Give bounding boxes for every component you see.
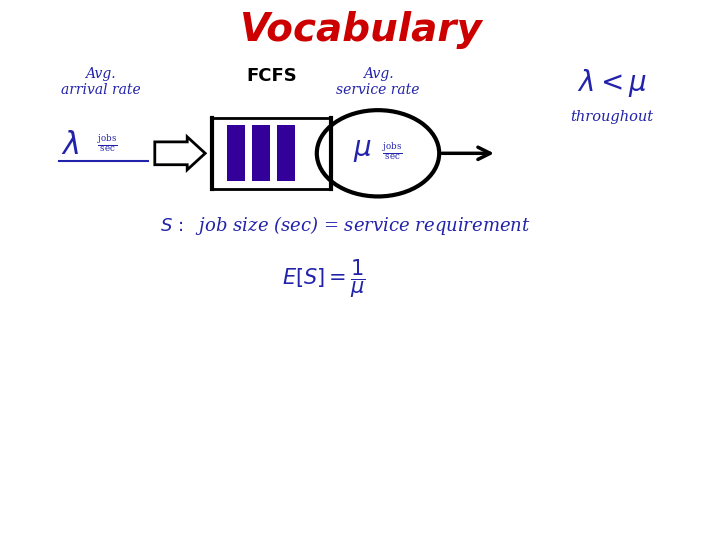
FancyArrow shape — [155, 137, 205, 170]
Text: $\mu$: $\mu$ — [353, 137, 372, 164]
Text: Avg size of job: Avg size of job — [443, 408, 549, 422]
Bar — [227, 125, 245, 181]
Text: Machine executes 9X10$^6$ cycles/sec: Machine executes 9X10$^6$ cycles/sec — [54, 427, 329, 448]
Text: $E[S]=\frac{1}{3}$  sec.: $E[S]=\frac{1}{3}$ sec. — [443, 467, 559, 495]
Text: $\lambda < \mu$: $\lambda < \mu$ — [577, 67, 647, 99]
Text: o: o — [25, 389, 34, 403]
Text: throughout: throughout — [570, 110, 654, 124]
Text: $E[S]=\dfrac{1}{\mu}$: $E[S]=\dfrac{1}{\mu}$ — [282, 258, 366, 300]
Text: $\lambda$: $\lambda$ — [61, 130, 79, 161]
Text: $\mathregular{\frac{jobs}{sec}}$: $\mathregular{\frac{jobs}{sec}}$ — [522, 367, 547, 392]
Text: FCFS: FCFS — [247, 67, 297, 85]
Bar — [252, 125, 270, 181]
Text: Example:: Example: — [25, 332, 118, 350]
Text: o: o — [25, 427, 34, 441]
Text: Avg service rate: Avg service rate — [443, 332, 563, 346]
Text: $S\,:$  job size (sec) = service requirement: $S\,:$ job size (sec) = service requirem… — [161, 214, 531, 237]
Text: $\mathregular{\frac{jobs}{sec}}$: $\mathregular{\frac{jobs}{sec}}$ — [97, 132, 118, 154]
Text: Avg.
service rate: Avg. service rate — [336, 67, 420, 97]
Circle shape — [317, 110, 439, 197]
Bar — [277, 125, 295, 181]
Text: $\mu = 3$: $\mu = 3$ — [443, 367, 489, 388]
Text: Vocabulary: Vocabulary — [238, 11, 482, 49]
Bar — [212, 118, 331, 189]
Text: On average, job needs 3x10$^6$ cycles: On average, job needs 3x10$^6$ cycles — [54, 389, 330, 410]
Text: $\mathregular{\frac{jobs}{sec}}$: $\mathregular{\frac{jobs}{sec}}$ — [382, 140, 402, 161]
Text: Avg.
arrival rate: Avg. arrival rate — [61, 67, 140, 97]
Text: on this server:: on this server: — [443, 435, 549, 449]
